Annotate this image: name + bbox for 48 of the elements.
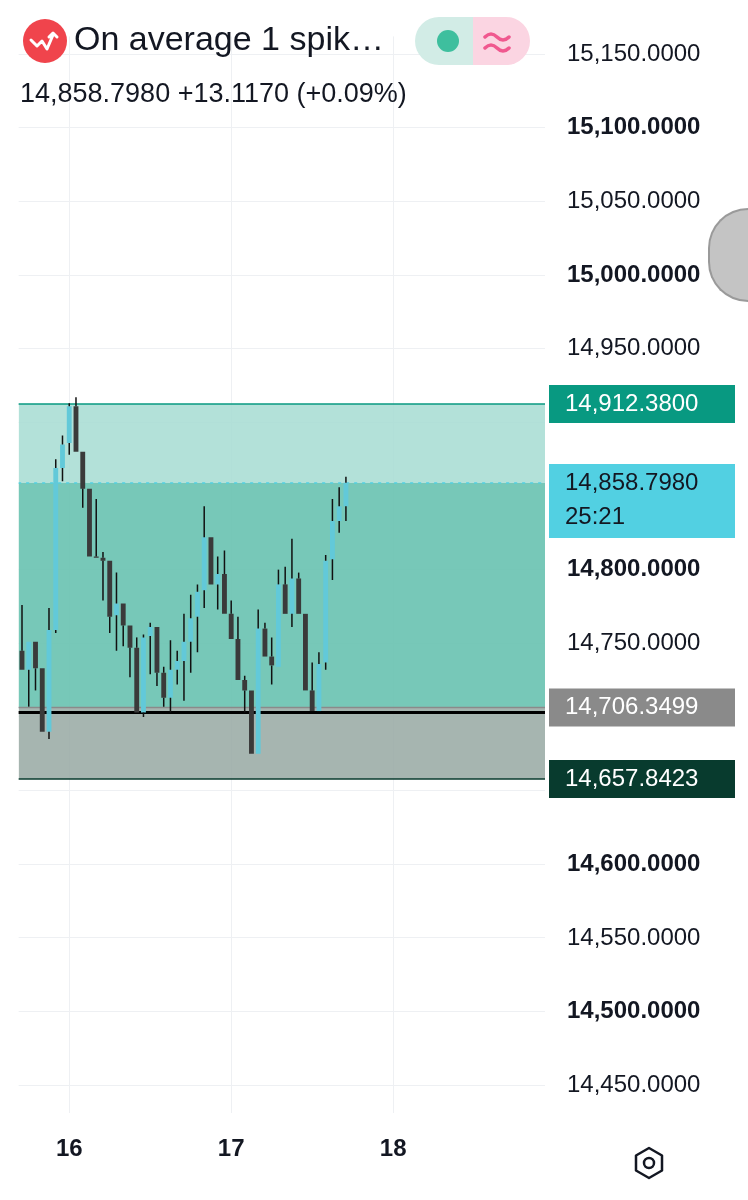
candlestick bbox=[87, 488, 92, 557]
candlestick bbox=[168, 639, 173, 714]
candlestick bbox=[39, 668, 45, 732]
candlestick bbox=[330, 498, 335, 581]
x-tick-label: 17 bbox=[217, 1134, 245, 1162]
candlestick bbox=[26, 641, 32, 708]
candlestick bbox=[249, 690, 254, 754]
candlestick bbox=[195, 583, 200, 653]
x-tick-label: 18 bbox=[379, 1134, 407, 1162]
candlestick bbox=[33, 641, 38, 692]
y-tick-label: 14,600.0000 bbox=[567, 848, 701, 876]
y-tick-label: 14,550.0000 bbox=[567, 922, 701, 950]
y-tick-label: 14,800.0000 bbox=[567, 554, 701, 582]
candlestick bbox=[222, 549, 227, 614]
candlestick bbox=[188, 593, 194, 674]
candlestick bbox=[228, 599, 234, 639]
candlestick bbox=[147, 621, 153, 675]
candlestick bbox=[215, 555, 221, 611]
x-tick-label: 16 bbox=[55, 1134, 83, 1162]
ref-line-label: 14,912.3800 bbox=[565, 388, 699, 416]
chart-title: On average 1 spik… bbox=[74, 19, 384, 58]
candlestick bbox=[303, 613, 308, 691]
text: 14,858.7980 +13.1170 (+0.09%) bbox=[20, 78, 407, 109]
candlestick bbox=[336, 486, 342, 534]
y-tick-label: 15,150.0000 bbox=[567, 38, 701, 66]
candlestick bbox=[66, 402, 72, 456]
y-tick-label: 14,500.0000 bbox=[567, 996, 701, 1024]
ref-line-label: 14,706.3499 bbox=[565, 692, 699, 720]
candlestick bbox=[255, 608, 261, 754]
candlestick bbox=[80, 451, 86, 509]
y-tick-label: 15,100.0000 bbox=[567, 112, 701, 140]
y-tick-label: 15,000.0000 bbox=[567, 259, 701, 287]
candlestick bbox=[269, 636, 275, 686]
candlestick bbox=[60, 434, 65, 483]
candlestick bbox=[201, 505, 207, 609]
candlestick bbox=[282, 565, 288, 614]
y-tick-label: 14,750.0000 bbox=[567, 627, 701, 655]
candlestick bbox=[343, 476, 349, 522]
candlestick bbox=[120, 603, 126, 647]
y-tick-label: 14,950.0000 bbox=[567, 333, 701, 361]
ref-line-label: 14,657.8423 bbox=[565, 763, 699, 791]
y-tick-label: 15,050.0000 bbox=[567, 186, 701, 214]
candlestick bbox=[242, 674, 248, 714]
ref-line-label: 14,858.7980 25:21 bbox=[565, 467, 699, 529]
y-tick-label: 14,450.0000 bbox=[567, 1069, 701, 1097]
candlestick bbox=[309, 661, 315, 712]
candlestick bbox=[174, 649, 180, 686]
candlestick bbox=[114, 571, 119, 652]
